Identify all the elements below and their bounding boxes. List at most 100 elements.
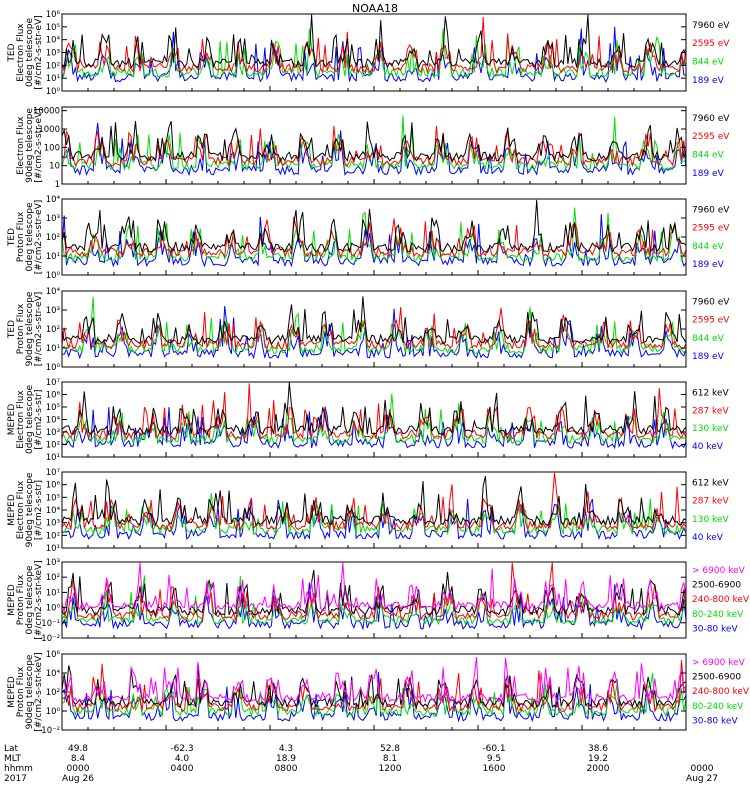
y-axis-label-line: MEPED <box>7 494 17 526</box>
x-tick-label-lat: 49.8 <box>68 744 88 754</box>
legend-entry: 240-800 keV <box>692 595 750 605</box>
y-tick-label: 10³ <box>46 306 60 316</box>
legend-entry: 844 eV <box>692 242 725 252</box>
y-tick-label: 10⁴ <box>46 416 61 426</box>
y-tick-label: 10⁰ <box>46 707 61 717</box>
panel-2: Electron Flux 90deg telescope [#/cm2-s-str… <box>16 106 730 190</box>
legend-entry: 30-80 keV <box>692 716 738 726</box>
y-axis-label-line: [#/cm2-s-str-eV] <box>34 200 44 275</box>
y-axis-label-line: [#/cm2-s-str-eV] <box>34 15 44 90</box>
series-trace <box>61 498 687 541</box>
y-tick-label: 10³ <box>46 428 60 438</box>
y-tick-label: 1000 <box>38 125 60 135</box>
y-tick-label: 10⁰ <box>46 271 61 281</box>
series-trace <box>61 297 687 355</box>
legend-entry: 80-240 keV <box>692 702 744 712</box>
legend-entry: 7960 eV <box>692 114 730 124</box>
y-tick-label: 10³ <box>46 519 60 529</box>
x-row-label: Lat <box>4 744 19 754</box>
y-axis-label-line: 0deg telescope <box>25 565 35 635</box>
legend-entry: 30-80 keV <box>692 624 738 634</box>
legend-entry: 844 eV <box>692 150 725 160</box>
x-tick-label-hhmm: 0000 <box>67 764 90 774</box>
y-tick-label: 10⁶ <box>46 391 61 401</box>
series-trace <box>61 575 687 626</box>
series-trace <box>61 393 687 446</box>
y-axis-label-line: 0deg telescope <box>25 385 35 455</box>
legend-entry: 80-240 keV <box>692 610 744 620</box>
y-tick-label: 10⁰ <box>46 604 61 614</box>
y-tick-label: 10² <box>46 688 60 698</box>
legend-entry: 2595 eV <box>692 316 730 326</box>
series-trace <box>61 673 687 718</box>
y-axis-label-line: Electron Flux <box>16 480 26 539</box>
series-trace <box>61 17 687 75</box>
series-trace <box>61 569 687 617</box>
y-tick-label: 100 <box>44 143 60 153</box>
y-tick-label: 10¹ <box>46 588 60 598</box>
x-tick-label-hhmm: 1200 <box>379 764 402 774</box>
legend-entry: 240-800 keV <box>692 687 750 697</box>
y-tick-label: 10¹ <box>46 252 60 262</box>
legend-entry: 287 keV <box>692 406 729 416</box>
legend-entry: 612 keV <box>692 388 729 398</box>
x-tick-label-lat: 38.6 <box>588 744 608 754</box>
x-tick-label-date: Aug 27 <box>686 774 718 784</box>
y-tick-label: 10⁶ <box>46 10 61 20</box>
y-tick-label: 10¹ <box>46 344 60 354</box>
legend-entry: 189 eV <box>692 169 725 179</box>
y-tick-label: 10⁻² <box>41 726 60 736</box>
y-axis-label-line: [#/cm2-s-str-keV] <box>34 560 44 639</box>
legend-entry: 844 eV <box>692 334 725 344</box>
x-tick-label-mlt: 19.2 <box>588 754 608 764</box>
y-tick-label: 10³ <box>46 214 60 224</box>
y-tick-label: 10⁰ <box>46 363 61 373</box>
y-axis-label-line: 90deg telescope <box>25 472 35 547</box>
x-tick-label-hhmm: 0000 <box>691 764 714 774</box>
y-tick-label: 10² <box>46 573 60 583</box>
series-trace <box>61 562 687 622</box>
x-tick-label-date: Aug 26 <box>62 774 94 784</box>
y-tick-label: 10² <box>46 531 60 541</box>
x-tick-label-hhmm: 1600 <box>483 764 506 774</box>
series-trace <box>61 663 687 709</box>
legend-entry: 2500-6900 <box>692 581 741 591</box>
x-tick-label-hhmm: 0800 <box>275 764 298 774</box>
y-axis-label-line: Electron Flux <box>16 390 26 449</box>
series-trace <box>61 307 687 351</box>
series-trace <box>61 216 687 259</box>
panel-3: TED Proton Flux 0deg telescope [#/cm2-s-str… <box>7 195 730 281</box>
y-tick-label: 10⁴ <box>46 195 61 205</box>
y-axis-label-line: 0deg telescope <box>25 18 35 88</box>
legend-entry: 7960 eV <box>692 298 730 308</box>
panel-frame <box>61 561 687 639</box>
y-axis-label-line: Proton Flux <box>16 666 26 717</box>
x-tick-label-mlt: 9.5 <box>487 754 501 764</box>
legend-entry: 2500-6900 <box>692 673 741 683</box>
y-tick-label: 10² <box>46 325 60 335</box>
y-axis-label-line: MEPED <box>7 404 17 436</box>
legend-entry: > 6900 keV <box>692 658 746 668</box>
y-axis-label-line: [#/cm2-s-str-eV] <box>34 108 44 183</box>
legend-entry: 7960 eV <box>692 21 730 31</box>
y-tick-label: 10³ <box>46 558 60 568</box>
legend-entry: 189 eV <box>692 76 725 86</box>
legend-entry: > 6900 keV <box>692 566 746 576</box>
y-tick-label: 10⁴ <box>46 36 61 46</box>
y-tick-label: 10¹ <box>46 544 60 554</box>
series-trace <box>61 207 687 263</box>
panel-7: MEPED Proton Flux 0deg telescope [#/cm2-s-s… <box>7 558 750 644</box>
series-trace <box>61 562 687 613</box>
series-trace <box>61 306 687 360</box>
y-tick-label: 10⁰ <box>46 87 61 97</box>
series-trace <box>61 14 687 70</box>
panel-frame <box>61 13 687 92</box>
panel-frame <box>61 198 687 276</box>
x-tick-label-lat: 52.8 <box>380 744 400 754</box>
x-tick-label-lat: -62.3 <box>170 744 193 754</box>
x-row-label: MLT <box>4 754 22 764</box>
y-axis-label-line: [#/cm2-s-str] <box>34 389 44 449</box>
y-tick-label: 10² <box>46 233 60 243</box>
y-axis-label-line: [#/cm2-s-str-eV] <box>34 292 44 367</box>
